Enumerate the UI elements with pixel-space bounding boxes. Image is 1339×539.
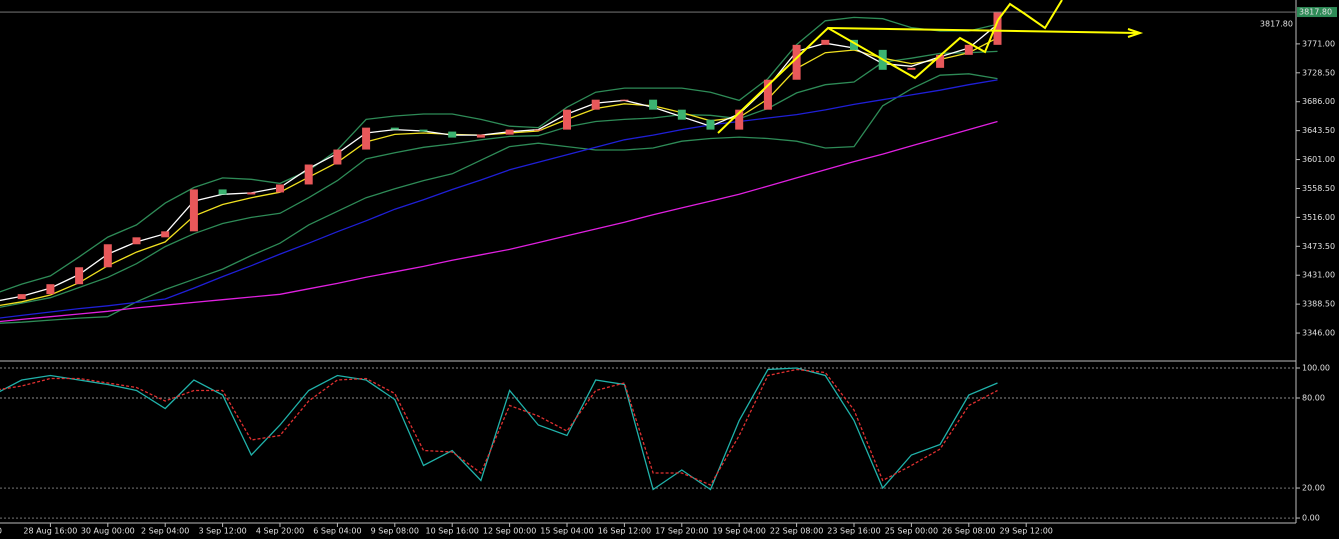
candle-body [390,127,399,130]
last-price-big: 3817.80 [1260,20,1293,29]
y-tick-label: 3473.50 [1302,242,1335,251]
annotation-arrows [717,0,1144,134]
candle-body [505,129,514,135]
y-tick-label: 3388.50 [1302,300,1335,309]
x-tick-label: 2 Sep 04:00 [141,527,189,536]
x-tick-label: 17 Sep 20:00 [655,527,708,536]
x-tick-label: 12 Sep 00:00 [483,527,536,536]
series-line [0,16,998,293]
horizontal-arrow [827,27,1139,34]
candle-body [448,131,457,138]
x-tick-label: 16 Sep 12:00 [598,527,651,536]
series-line [0,367,998,491]
candle-body [189,189,198,232]
candle-body [362,127,371,150]
candle-body [419,129,428,132]
x-tick-label: 28 Aug 16:00 [23,527,77,536]
x-tick-label: 25 Sep 00:00 [885,527,938,536]
last-price-tag-label: 3817.80 [1299,8,1332,17]
x-tick-label: 6 Sep 04:00 [313,527,361,536]
x-tick-label: 30 Aug 00:00 [81,527,135,536]
candle-body [476,134,485,138]
y-tick-label: 3643.50 [1302,126,1335,135]
candle-body [964,44,973,55]
x-tick-label: 8:00 [0,527,2,536]
y-tick-label: 3516.00 [1302,213,1335,222]
candle-body [17,294,26,300]
y-tick-label: 100.00 [1302,364,1330,373]
candle-body [677,109,686,120]
candle-body [103,244,112,268]
candle-body [706,119,715,130]
x-tick-label: 23 Sep 16:00 [827,527,880,536]
candle-body [620,99,629,101]
last-price-tag [1297,7,1337,18]
series-line [0,50,998,308]
candle-body [936,54,945,68]
x-tick-label: 9 Sep 08:00 [371,527,419,536]
candle-body [534,129,543,131]
series-line [0,23,998,302]
candle-body [649,99,658,110]
x-tick-label: 22 Sep 08:00 [770,527,823,536]
x-tick-label: 26 Sep 08:00 [942,527,995,536]
candle-body [132,237,141,245]
y-tick-label: 20.00 [1302,484,1325,493]
y-tick-label: 0.00 [1302,514,1320,523]
candle-body [218,189,227,195]
candle-body [276,184,284,193]
candle-body [907,67,916,70]
candle-body [591,99,600,110]
y-tick-label: 80.00 [1302,394,1325,403]
x-tick-label: 4 Sep 20:00 [256,527,304,536]
y-tick-label: 3771.00 [1302,39,1335,48]
series-line [0,73,998,324]
candle-body [792,44,801,80]
x-tick-label: 15 Sep 04:00 [540,527,593,536]
forecast-arrow [997,0,1063,30]
zigzag-arrow [717,19,999,134]
candle-body [333,149,342,165]
y-tick-label: 3558.50 [1302,184,1335,193]
y-tick-label: 3601.00 [1302,155,1335,164]
series-line [0,79,998,319]
candle-body [735,109,744,130]
candle-body [563,109,571,130]
candle-body [821,39,830,45]
candle-body [247,192,256,195]
x-tick-label: 10 Sep 16:00 [425,527,478,536]
arrow-head [1127,28,1144,38]
candle-body [46,284,55,295]
y-tick-label: 3346.00 [1302,329,1335,338]
y-tick-label: 3728.50 [1302,68,1335,77]
candle-body [763,79,772,110]
series-line [0,368,998,486]
x-tick-label: 3 Sep 12:00 [198,527,246,536]
y-tick-label: 3686.00 [1302,97,1335,106]
candle-body [161,231,170,238]
x-tick-label: 29 Sep 12:00 [999,527,1052,536]
x-tick-label: 19 Sep 04:00 [712,527,765,536]
candle-body [850,39,858,50]
candle-body [75,267,84,285]
y-tick-label: 3431.00 [1302,271,1335,280]
candle-body [304,164,313,185]
series-line [0,120,998,323]
candle-body [993,12,1002,45]
